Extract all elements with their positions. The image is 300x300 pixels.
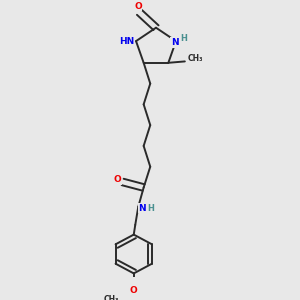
Text: CH₃: CH₃ <box>187 54 203 63</box>
Text: O: O <box>130 286 138 295</box>
Text: H: H <box>180 34 187 43</box>
Text: CH₃: CH₃ <box>103 295 119 300</box>
Text: H: H <box>147 204 154 213</box>
Text: O: O <box>113 175 121 184</box>
Text: N: N <box>171 38 178 47</box>
Text: O: O <box>134 2 142 11</box>
Text: HN: HN <box>119 37 135 46</box>
Text: N: N <box>138 204 146 213</box>
